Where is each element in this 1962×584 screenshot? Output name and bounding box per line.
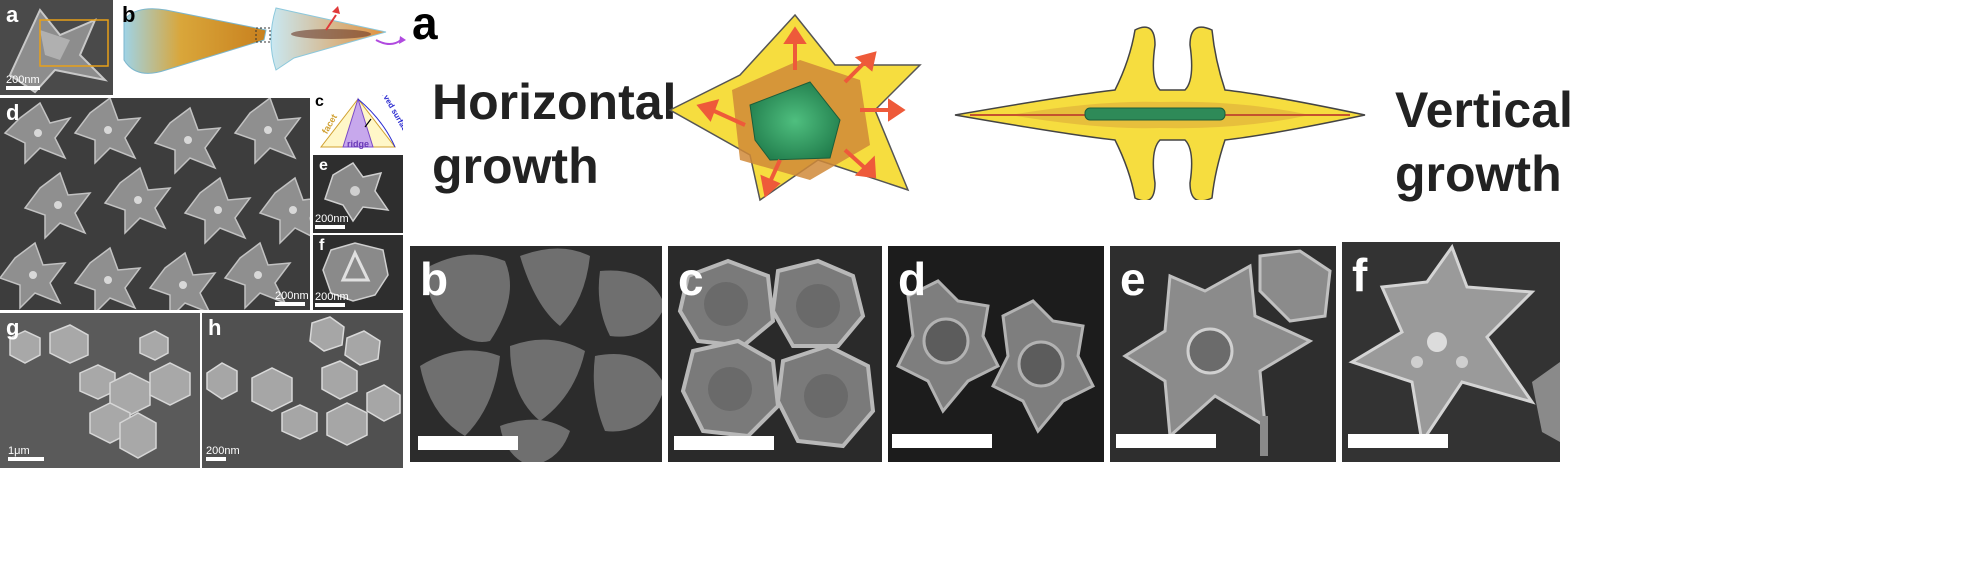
right-panel-label-a: a: [412, 0, 438, 49]
scale-bar-g: 1μm: [8, 445, 44, 461]
growth-label-f: f: [1352, 249, 1368, 301]
horizontal-line1: Horizontal: [432, 74, 677, 130]
panel-h-image: [202, 313, 403, 468]
growth-panel-b-sem: b: [410, 246, 662, 462]
growth-panel-e-sem: e: [1110, 246, 1336, 462]
panel-label-g: g: [6, 315, 20, 340]
scale-text-a: 200nm: [6, 74, 40, 86]
growth-scale-bar-f: [1348, 434, 1448, 448]
panel-a-sem: a 200nm: [0, 0, 113, 95]
vertical-line1: Vertical: [1395, 82, 1573, 138]
growth-scale-bar-d: [892, 434, 992, 448]
growth-label-b: b: [420, 253, 449, 305]
growth-panel-b-image: [410, 246, 662, 462]
panel-label-e: e: [319, 157, 328, 174]
scale-text-f: 200nm: [315, 291, 349, 303]
zoom-box: [39, 19, 109, 67]
panel-d-sem: d 200nm: [0, 98, 310, 310]
scale-text-h: 200nm: [206, 445, 240, 457]
scale-bar-f: 200nm: [315, 291, 349, 307]
panel-label-h: h: [208, 315, 222, 340]
horizontal-growth-schematic: [668, 13, 922, 202]
growth-panel-f-sem: f: [1342, 242, 1560, 462]
scale-bar-a: 200nm: [6, 74, 40, 90]
panel-e-sem: e 200nm: [313, 155, 403, 233]
panel-label-a: a: [6, 2, 19, 27]
growth-panel-e-image: [1110, 246, 1336, 462]
panel-b-schematic: b: [116, 0, 406, 95]
panel-label-b: b: [122, 2, 136, 27]
panel-g-image: [0, 313, 200, 468]
panel-d-image: [0, 98, 310, 310]
vertical-line2: growth: [1395, 146, 1562, 202]
horizontal-growth-label: Horizontal growth: [432, 70, 676, 198]
scale-text-e: 200nm: [315, 213, 349, 225]
growth-label-d: d: [898, 253, 927, 305]
panel-f-sem: f 200nm: [313, 235, 403, 310]
panel-h-sem: h 200nm: [202, 313, 403, 468]
vertical-growth-schematic: [954, 26, 1366, 200]
ridge-label: ridge: [347, 139, 370, 149]
panel-label-f: f: [319, 237, 325, 254]
scale-text-g: 1μm: [8, 445, 30, 457]
facet-ridge-diagram: [319, 97, 397, 148]
panel-e-image: [313, 155, 403, 233]
horizontal-line2: growth: [432, 138, 599, 194]
scale-bar-e: 200nm: [315, 213, 349, 229]
growth-panel-c-image: [668, 246, 882, 462]
growth-label-e: e: [1120, 253, 1146, 305]
panel-a-image: [0, 0, 113, 95]
growth-scale-bar-c: [674, 436, 774, 450]
scale-bar-d: 200nm: [275, 290, 309, 306]
panel-g-sem: g 1μm: [0, 313, 200, 468]
panel-label-d: d: [6, 100, 20, 125]
cone-schematic: [123, 6, 406, 74]
scale-bar-h: 200nm: [206, 445, 240, 461]
growth-panel-d-sem: d: [888, 246, 1104, 462]
growth-scale-bar-e: [1116, 434, 1216, 448]
panel-label-c: c: [315, 95, 324, 110]
growth-scale-bar-b: [418, 436, 518, 450]
growth-panel-c-sem: c: [668, 246, 882, 462]
panel-c-diagram: c facet ridge curved surface: [313, 95, 403, 153]
growth-panel-f-image: [1342, 242, 1560, 462]
vertical-growth-label: Vertical growth: [1395, 78, 1573, 206]
scale-text-d: 200nm: [275, 290, 309, 302]
growth-label-c: c: [678, 253, 704, 305]
panel-f-image: [313, 235, 403, 310]
growth-panel-d-image: [888, 246, 1104, 462]
